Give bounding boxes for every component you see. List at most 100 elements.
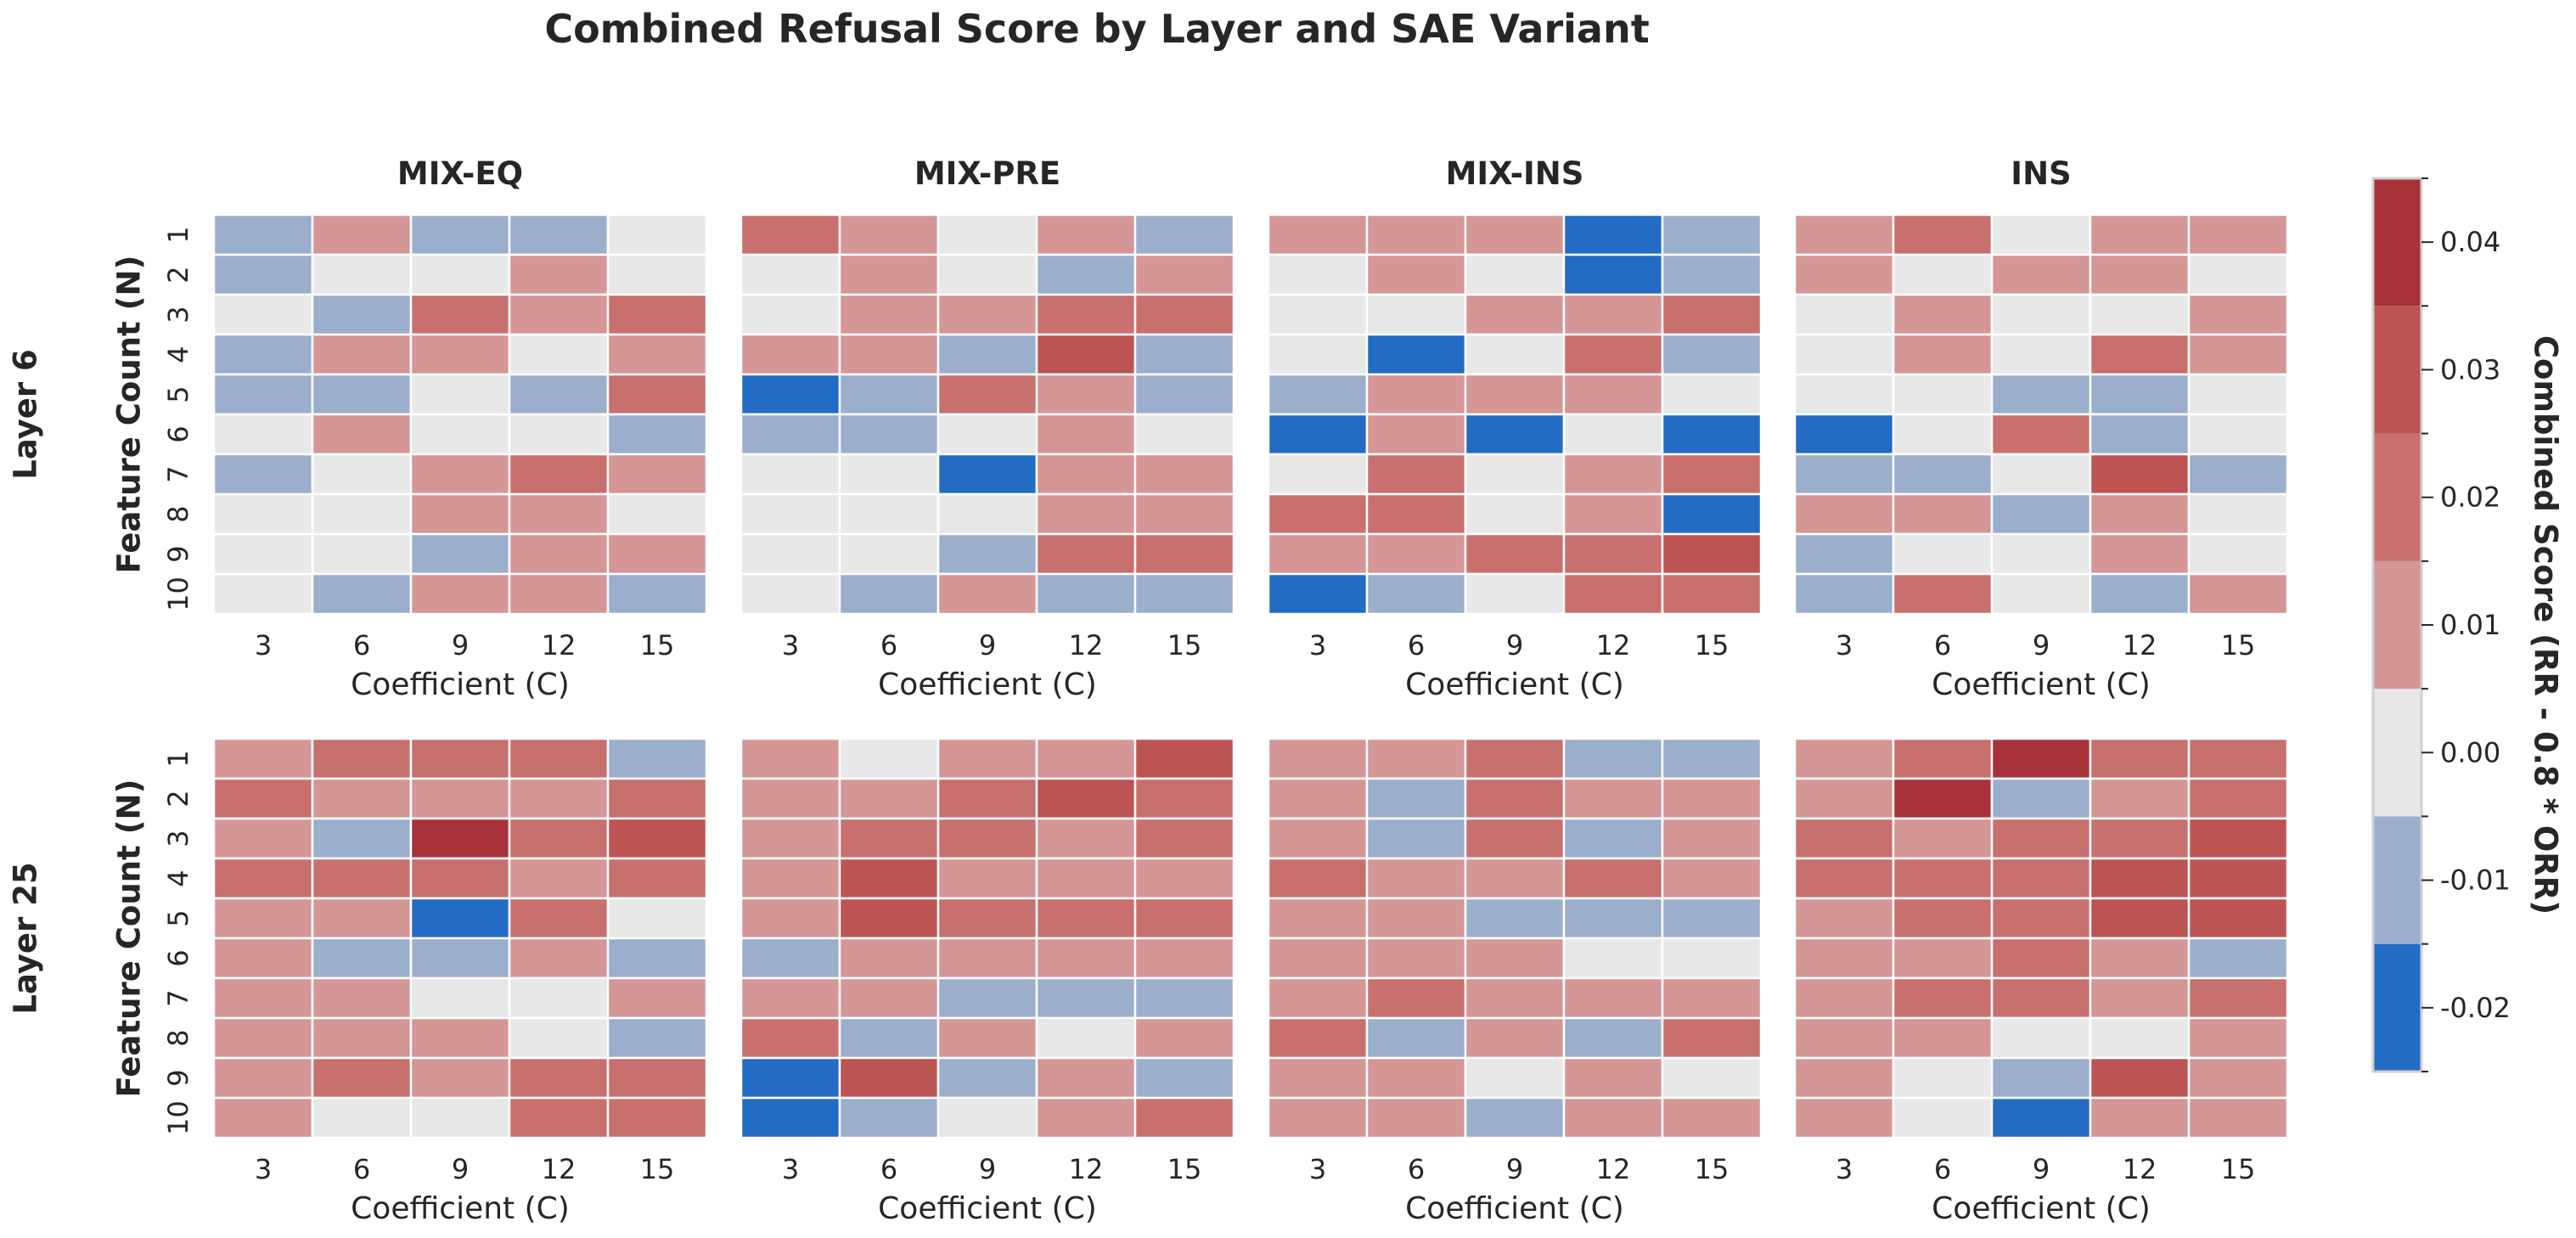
heatmap-panel: 3 6 9 12 15 Coefficient (C) bbox=[1267, 737, 1763, 1226]
heatmap-panel: 3 6 9 12 15 Coefficient (C) MIX-INS bbox=[1267, 155, 1763, 702]
heatmap-cell bbox=[409, 213, 511, 256]
x-tick-label: 3 bbox=[1836, 629, 1853, 661]
heatmap-cell bbox=[740, 373, 841, 416]
heatmap-cell bbox=[2187, 253, 2289, 296]
y-tick-label: 5 bbox=[162, 385, 194, 402]
heatmap-cell bbox=[606, 1056, 708, 1100]
x-tick-label: 15 bbox=[640, 629, 675, 661]
x-tick-label: 9 bbox=[979, 629, 996, 661]
colorbar-tick-label: -0.01 bbox=[2440, 864, 2511, 897]
heatmap-cell bbox=[1133, 572, 1235, 616]
heatmap-cell bbox=[606, 817, 708, 860]
heatmap-cell bbox=[1035, 373, 1137, 416]
heatmap-cell bbox=[2187, 413, 2289, 456]
heatmap-cell bbox=[2089, 817, 2191, 860]
heatmap-cell bbox=[838, 976, 940, 1020]
heatmap-cell bbox=[1133, 253, 1235, 296]
heatmap-cell bbox=[1133, 453, 1235, 496]
heatmap-cell bbox=[508, 572, 610, 616]
y-tick-label: 7 bbox=[162, 465, 194, 482]
heatmap-cell bbox=[1562, 532, 1664, 576]
heatmap-cell bbox=[409, 253, 511, 296]
heatmap-cell bbox=[1035, 572, 1137, 616]
heatmap-cell bbox=[1133, 817, 1235, 860]
heatmap-cell bbox=[936, 253, 1038, 296]
x-tick-label: 15 bbox=[1167, 1153, 1202, 1185]
heatmap-cell bbox=[2187, 453, 2289, 496]
heatmap-cell bbox=[1267, 777, 1369, 820]
heatmap-cell bbox=[1793, 857, 1895, 900]
heatmap-cell bbox=[311, 1056, 413, 1100]
y-tick-label: 5 bbox=[162, 909, 194, 926]
figure-title: Combined Refusal Score by Layer and SAE … bbox=[544, 6, 1649, 52]
heatmap-cell bbox=[838, 492, 940, 536]
heatmap-cell bbox=[212, 213, 314, 256]
heatmap-cell bbox=[740, 213, 841, 256]
heatmap-cell bbox=[1464, 976, 1566, 1020]
heatmap-cell bbox=[1133, 1016, 1235, 1060]
heatmap-cell bbox=[606, 213, 708, 256]
heatmap-cell bbox=[1267, 897, 1369, 940]
heatmap-cell bbox=[311, 333, 413, 376]
heatmap-cell bbox=[1365, 532, 1467, 576]
heatmap-cell bbox=[1464, 453, 1566, 496]
heatmap-cell bbox=[1990, 213, 2092, 256]
heatmap-cell bbox=[1793, 213, 1895, 256]
heatmap-cell bbox=[1793, 373, 1895, 416]
heatmap-cell bbox=[740, 1016, 841, 1060]
heatmap-cell bbox=[1661, 373, 1763, 416]
heatmap-cell bbox=[1267, 857, 1369, 900]
heatmap-cell bbox=[740, 413, 841, 456]
heatmap-cell bbox=[311, 532, 413, 576]
heatmap-cell bbox=[1793, 333, 1895, 376]
heatmap-cell bbox=[838, 1016, 940, 1060]
heatmap-cell bbox=[1990, 333, 2092, 376]
heatmap-cell bbox=[1035, 1016, 1137, 1060]
heatmap-cell bbox=[936, 937, 1038, 980]
heatmap-cell bbox=[1793, 293, 1895, 336]
heatmap-cell bbox=[1661, 253, 1763, 296]
x-tick-label: 3 bbox=[255, 1153, 272, 1185]
heatmap-cell bbox=[838, 572, 940, 616]
x-tick-label: 12 bbox=[1596, 629, 1631, 661]
heatmap-cell bbox=[740, 817, 841, 860]
heatmap-cell bbox=[1990, 1016, 2092, 1060]
heatmap-cell bbox=[1661, 532, 1763, 576]
colorbar-tick-label: 0.04 bbox=[2440, 226, 2500, 258]
heatmap-cell bbox=[1267, 817, 1369, 860]
heatmap-cell bbox=[409, 532, 511, 576]
heatmap-cell bbox=[606, 737, 708, 780]
heatmap-cell bbox=[936, 737, 1038, 780]
heatmap-cell bbox=[838, 373, 940, 416]
heatmap-cell bbox=[1793, 1056, 1895, 1100]
y-tick-label: 3 bbox=[162, 306, 194, 323]
colorbar-tick-label: 0.00 bbox=[2440, 736, 2500, 768]
x-tick-label: 12 bbox=[2123, 629, 2157, 661]
heatmap-cell bbox=[2187, 293, 2289, 336]
heatmap-cell bbox=[508, 453, 610, 496]
heatmap-cell bbox=[1267, 1016, 1369, 1060]
y-tick-label: 10 bbox=[162, 577, 194, 611]
heatmap-cell bbox=[838, 737, 940, 780]
heatmap-cell bbox=[2187, 777, 2289, 820]
x-tick-label: 12 bbox=[1069, 1153, 1104, 1185]
heatmap-cell bbox=[2089, 453, 2191, 496]
heatmap-cell bbox=[1365, 253, 1467, 296]
heatmap-cell bbox=[1365, 572, 1467, 616]
heatmap-cell bbox=[936, 777, 1038, 820]
x-tick-label: 3 bbox=[782, 1153, 799, 1185]
heatmap-cell bbox=[1365, 937, 1467, 980]
heatmap-cell bbox=[1793, 253, 1895, 296]
heatmap-cell bbox=[508, 492, 610, 536]
heatmap-cell bbox=[311, 413, 413, 456]
heatmap-cell bbox=[740, 857, 841, 900]
heatmap-cell bbox=[311, 1096, 413, 1140]
heatmap-cell bbox=[1661, 817, 1763, 860]
x-tick-label: 3 bbox=[255, 629, 272, 661]
heatmap-cell bbox=[1892, 492, 1994, 536]
x-tick-label: 6 bbox=[1408, 629, 1425, 661]
heatmap-cell bbox=[606, 1096, 708, 1140]
y-tick-label: 9 bbox=[162, 1069, 194, 1086]
colorbar-bin bbox=[2373, 306, 2421, 434]
